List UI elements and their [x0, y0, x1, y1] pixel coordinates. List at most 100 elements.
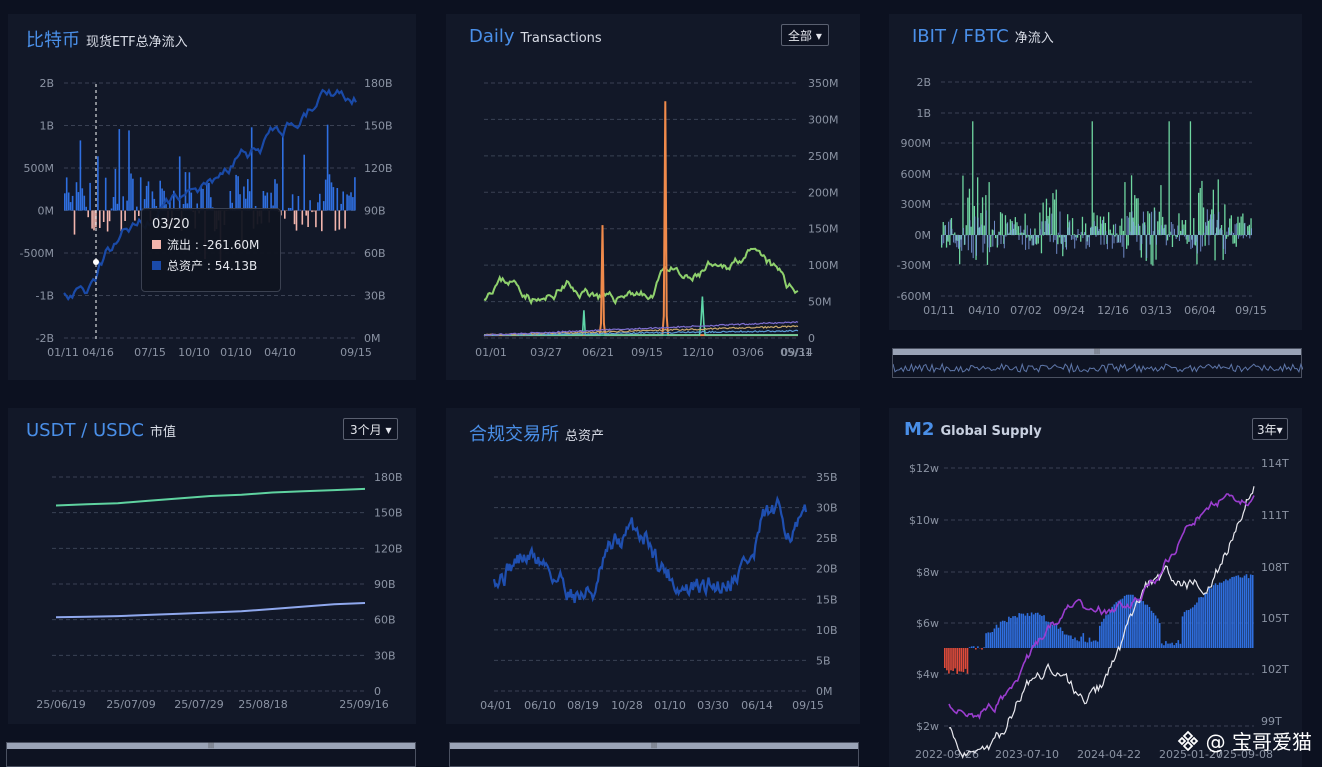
- inflow-bar: [264, 195, 267, 211]
- inflow-bar: [178, 156, 181, 211]
- fbtc-bar: [1157, 229, 1159, 235]
- inflow-bar: [352, 197, 354, 211]
- compliance-zoom-slider[interactable]: |||: [449, 742, 859, 767]
- zoom-handle[interactable]: |||: [7, 743, 415, 749]
- stablecoin-range-dropdown[interactable]: 3个月 ▾: [343, 418, 399, 440]
- fbtc-bar: [1092, 227, 1094, 235]
- ibit-bar: [1214, 235, 1216, 261]
- fbtc-bar: [1180, 233, 1182, 235]
- stablecoin-zoom-slider[interactable]: |||: [6, 742, 416, 767]
- fbtc-bar: [958, 235, 959, 249]
- fbtc-bar: [1126, 216, 1128, 235]
- ibit-bar: [1224, 204, 1226, 235]
- ibit-bar: [1227, 235, 1229, 237]
- inflow-bar: [202, 188, 204, 211]
- btc-etf-chart[interactable]: 2B 1B 500M 0M -500M -1B -2B 180B 150B 120B 90B 60B 3…: [8, 14, 416, 380]
- ibit-bar: [1111, 233, 1113, 235]
- x-tick-label: 03/06: [732, 346, 764, 359]
- x-tick-label: 04/10: [968, 304, 1000, 317]
- ibit-bar: [999, 212, 1002, 235]
- fbtc-bar: [951, 228, 953, 235]
- fbtc-bar: [1085, 235, 1087, 249]
- m2-growth-bar: [1006, 622, 1008, 648]
- outflow-bar: [311, 210, 313, 213]
- m2-growth-bar: [1078, 641, 1080, 648]
- fbtc-bar: [1206, 209, 1208, 235]
- inflow-bar: [354, 177, 356, 211]
- compliance-chart[interactable]: 35B 30B 25B 20B 15B 10B 5B 0M 04/01 06/10 08/19 10/…: [446, 408, 860, 724]
- m2-range-dropdown[interactable]: 3年▾: [1252, 418, 1288, 440]
- m2-growth-bar: [1028, 615, 1031, 648]
- daily-range-dropdown[interactable]: 全部 ▾: [781, 24, 829, 46]
- tooltip-outflow-label: 流出: [167, 238, 192, 252]
- ibit-bar: [1099, 216, 1102, 235]
- m2-growth-bar: [1082, 633, 1085, 648]
- fbtc-bar: [980, 224, 982, 235]
- m2-growth-bar: [1169, 643, 1171, 648]
- outflow-bar: [305, 210, 307, 216]
- m2-growth-bar: [1074, 637, 1076, 648]
- x-tick-label: 09/15: [792, 699, 824, 712]
- fbtc-bar: [1044, 221, 1046, 235]
- m2-growth-bar: [1202, 597, 1204, 648]
- ibit-bar: [959, 235, 961, 265]
- fbtc-bar: [1106, 235, 1108, 250]
- fbtc-bar: [1169, 235, 1171, 237]
- x-tick-label: 09/15: [340, 346, 372, 359]
- fbtc-bar: [1198, 230, 1200, 235]
- m2-growth-bar: [1192, 607, 1194, 648]
- ibit-bar: [1067, 214, 1069, 235]
- zoom-handle[interactable]: |||: [893, 349, 1301, 355]
- m2-growth-bar: [1111, 606, 1113, 648]
- ibit-bar: [1230, 215, 1232, 235]
- fbtc-bar: [1067, 227, 1069, 235]
- fbtc-bar: [944, 225, 946, 235]
- x-tick-label: 09/14: [781, 346, 813, 359]
- ibit-bar: [1076, 235, 1079, 238]
- x-tick-label: 10/10: [178, 346, 210, 359]
- chevron-down-icon: ▾: [1276, 423, 1283, 437]
- fbtc-bar: [1136, 235, 1138, 242]
- y-right-tick-label: 350M: [808, 77, 839, 90]
- ibit-bar: [1193, 218, 1195, 235]
- fbtc-bar: [1005, 235, 1007, 237]
- m2-range-value: 3年: [1257, 423, 1277, 437]
- fbtc-bar: [1234, 224, 1236, 235]
- fbtc-bar: [1041, 221, 1043, 235]
- ibit-zoom-slider[interactable]: |||: [892, 348, 1303, 378]
- m2-growth-bar: [1125, 594, 1128, 648]
- fbtc-bar: [1185, 235, 1187, 240]
- fbtc-bar: [1247, 230, 1249, 235]
- stablecoin-chart[interactable]: 180B 150B 120B 90B 60B 30B 0 25/06/19 25/07/09 25…: [8, 408, 416, 724]
- m2-growth-bar: [1233, 576, 1235, 648]
- fbtc-bar: [961, 235, 963, 251]
- inflow-bar: [299, 209, 302, 211]
- ibit-bar: [1158, 211, 1160, 235]
- inflow-bar: [114, 168, 117, 211]
- inflow-bar: [346, 194, 348, 211]
- inflow-bar: [326, 124, 329, 211]
- ibit-bar: [1166, 235, 1169, 241]
- m2-growth-bar: [1167, 643, 1169, 648]
- m2-growth-bar: [1127, 594, 1130, 648]
- m2-chart[interactable]: $12w $10w $8w $6w $4w $2w 114T 111T 108T 105T 102T…: [889, 408, 1302, 767]
- outflow-bar: [134, 210, 136, 221]
- fbtc-bar: [997, 235, 999, 246]
- m2-growth-bar: [1235, 575, 1237, 648]
- inflow-bar: [229, 191, 232, 211]
- fbtc-bar: [1039, 229, 1041, 235]
- ibit-bar: [991, 229, 993, 235]
- zoom-handle[interactable]: |||: [450, 743, 858, 749]
- ibit-bar: [1229, 218, 1231, 235]
- m2-growth-bar: [983, 647, 985, 648]
- x-tick-label: 2024-04-22: [1077, 748, 1141, 761]
- y-right-tick-label: 0: [808, 332, 815, 345]
- y-right-tick-label: 90B: [364, 205, 386, 218]
- inflow-bar: [274, 179, 276, 211]
- fbtc-bar: [1080, 231, 1082, 235]
- y-left-tick-label: 2B: [916, 76, 931, 89]
- fbtc-bar: [1156, 235, 1157, 245]
- daily-chart[interactable]: 350M 300M 250M 200M 150M 100M 50M 0 01/01 03/27 06…: [446, 14, 860, 380]
- btc-etf-subtitle: 现货ETF总净流入: [86, 35, 188, 50]
